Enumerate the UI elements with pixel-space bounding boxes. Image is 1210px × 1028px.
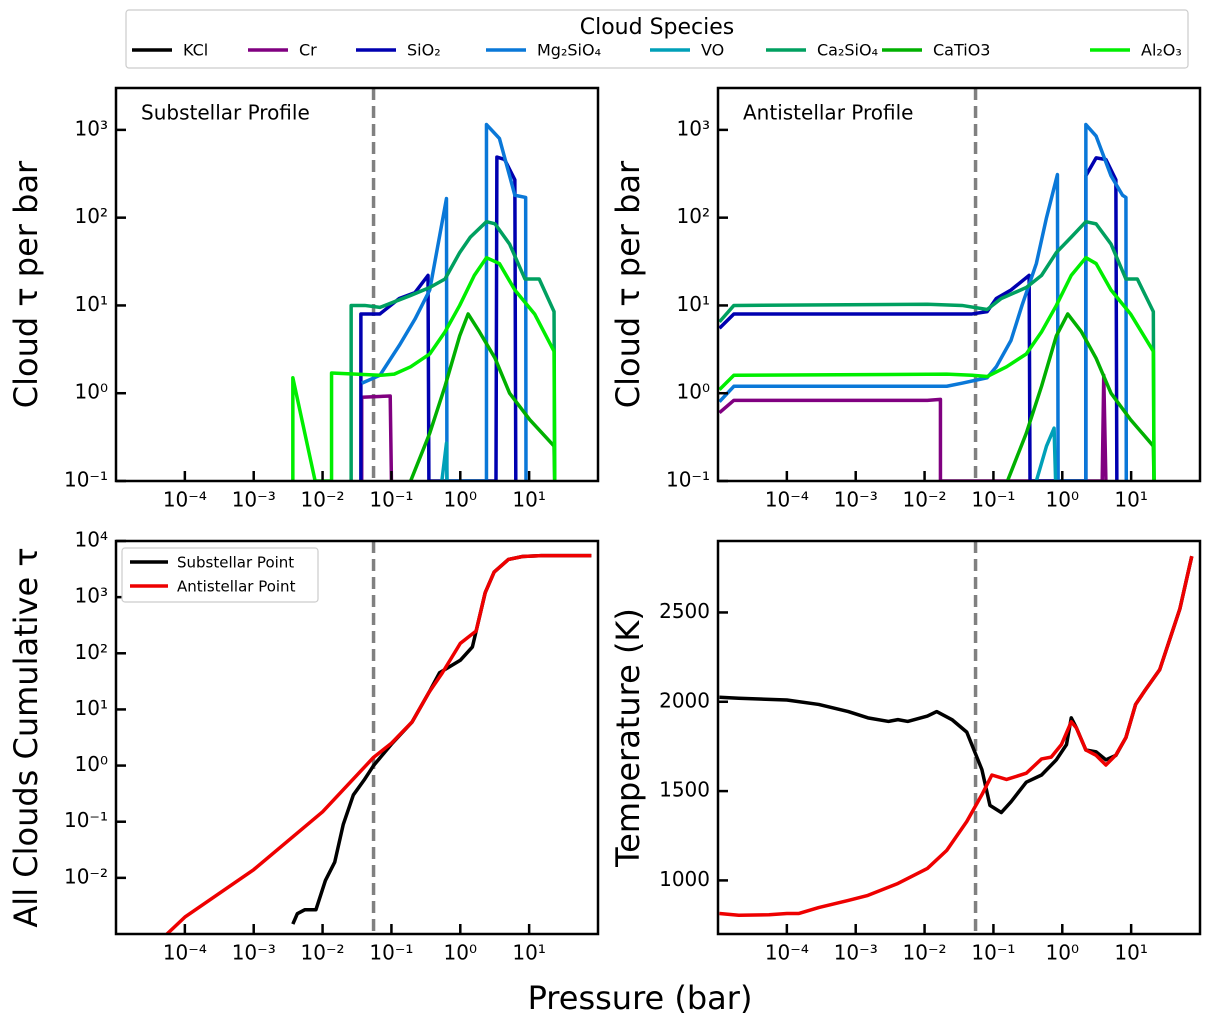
x-tick-label: 10⁻² [903,488,947,512]
y-tick-label: 10¹ [75,292,108,316]
legend-label: VO [701,41,724,60]
series-line [349,219,557,481]
legend-label: Cr [299,41,317,60]
series-line [718,373,1108,481]
y-tick-label: 2500 [659,599,710,623]
axes-frame [114,539,600,936]
x-tick-label: 10⁻⁴ [765,941,809,965]
x-tick-label: 10⁻³ [232,488,276,512]
series-line [408,312,557,481]
y-tick-label: 10⁻¹ [666,468,710,492]
x-tick-label: 10¹ [1114,488,1147,512]
x-tick-label: 10⁻¹ [971,488,1015,512]
y-axis-label: Cloud τ per bar [7,160,45,408]
x-tick-label: 10⁰ [1046,488,1079,512]
y-tick-label: 10¹ [75,696,108,720]
y-tick-label: 10² [75,204,108,228]
legend-label: Substellar Point [177,554,294,572]
x-tick-label: 10⁻⁴ [163,488,207,512]
x-tick-label: 10⁻¹ [971,941,1015,965]
y-axis-label: All Clouds Cumulative τ [7,547,45,927]
y-tick-label: 10³ [75,116,108,140]
series-line [718,219,1156,481]
legend-title: Cloud Species [580,15,735,40]
x-tick-label: 10⁻³ [834,941,878,965]
y-tick-label: 10⁻¹ [64,808,108,832]
panel-title: Antistellar Profile [743,101,913,125]
legend-label: SiO₂ [407,41,441,60]
legend-label: Ca₂SiO₄ [817,41,878,60]
x-tick-label: 10¹ [512,941,545,965]
x-tick-label: 10⁰ [444,488,477,512]
y-tick-label: 10⁻¹ [64,468,108,492]
series-line [291,255,557,481]
legend-label: Antistellar Point [177,578,296,596]
y-tick-label: 10⁻² [64,864,108,888]
x-tick-label: 10⁻⁴ [765,488,809,512]
y-axis-label: Cloud τ per bar [609,160,647,408]
x-tick-label: 10⁻⁴ [163,941,207,965]
series-line [1034,426,1058,481]
legend-box [125,9,1189,69]
x-tick-label: 10⁻¹ [369,941,413,965]
x-tick-label: 10⁻¹ [369,488,413,512]
y-tick-label: 10³ [677,116,710,140]
series-line [719,555,1194,917]
x-tick-label: 10⁻³ [834,488,878,512]
series-line [165,553,592,934]
y-tick-label: 10² [75,640,108,664]
y-tick-label: 10² [677,204,710,228]
plot-area [719,541,1194,934]
axes-frame [716,539,1202,936]
series-line [359,394,394,481]
y-tick-label: 10⁰ [75,752,108,776]
y-tick-label: 10⁰ [677,380,710,404]
y-tick-label: 2000 [659,688,710,712]
series-line [359,155,518,481]
series-line [1005,312,1156,481]
x-tick-label: 10⁻² [903,941,947,965]
x-tick-label: 10⁰ [444,941,477,965]
x-tick-label: 10⁻³ [232,941,276,965]
series-line [719,555,1194,815]
axes-frame [114,86,600,483]
panel-title: Substellar Profile [141,101,310,125]
y-tick-label: 1000 [659,867,710,891]
series-line [361,122,528,481]
legend-label: KCl [183,41,208,60]
x-tick-label: 10⁻² [301,488,345,512]
series-line [291,553,592,925]
x-tick-label: 10¹ [512,488,545,512]
plot-area [291,88,557,481]
plot-area [165,541,592,934]
legend-box [121,547,319,603]
x-tick-label: 10⁰ [1046,941,1079,965]
plot-area [718,88,1156,481]
axes-frame [716,86,1202,483]
y-tick-label: 10¹ [677,292,710,316]
series-line [718,255,1156,481]
legend-label: Mg₂SiO₄ [537,41,601,60]
series-line [440,441,449,481]
y-tick-label: 10³ [75,584,108,608]
legend-label: Al₂O₃ [1141,41,1182,60]
x-tick-label: 10¹ [1114,941,1147,965]
y-axis-label: Temperature (K) [609,608,647,868]
x-tick-label: 10⁻² [301,941,345,965]
series-line [718,122,1129,481]
legend-label: CaTiO3 [933,41,990,60]
y-tick-label: 10⁰ [75,380,108,404]
y-tick-label: 10⁴ [75,528,108,552]
x-axis-label: Pressure (bar) [528,979,753,1017]
y-tick-label: 1500 [659,778,710,802]
